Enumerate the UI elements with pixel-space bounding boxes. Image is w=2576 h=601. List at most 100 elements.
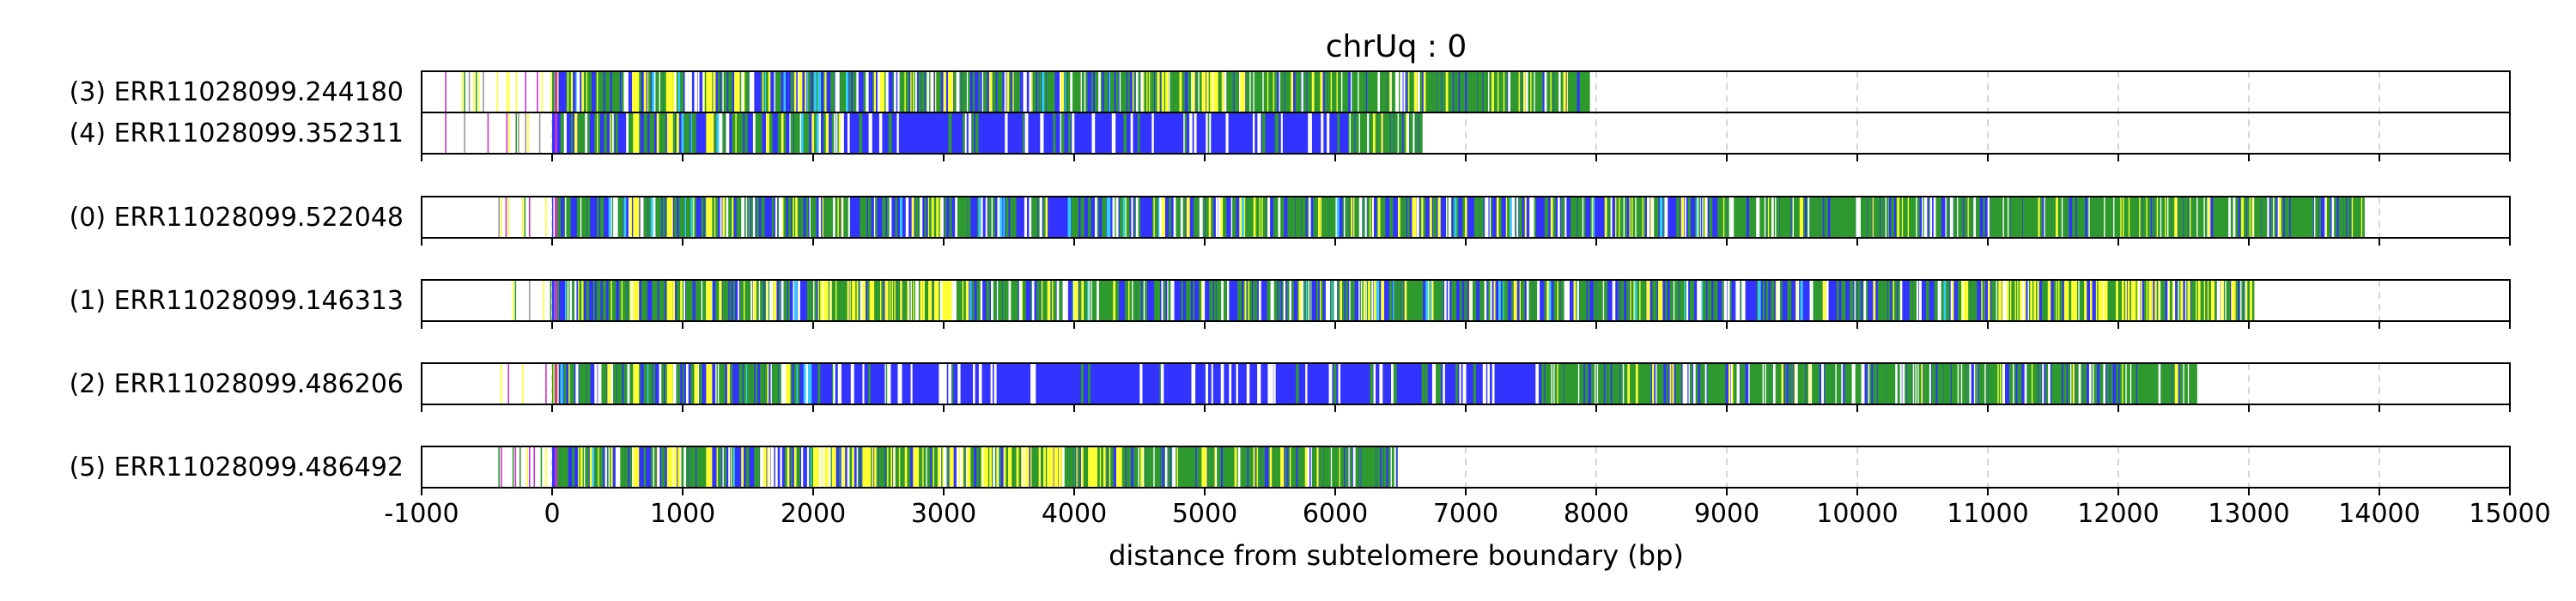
variant-mark xyxy=(1755,363,1759,404)
variant-mark xyxy=(924,446,927,488)
variant-mark xyxy=(1988,280,1990,321)
variant-mark xyxy=(2261,197,2264,238)
variant-mark xyxy=(2173,280,2176,321)
variant-mark xyxy=(1220,197,1224,238)
variant-mark xyxy=(941,363,945,404)
x-tick-label: 6000 xyxy=(1303,499,1368,529)
variant-mark xyxy=(1342,280,1345,321)
variant-mark xyxy=(1253,71,1256,112)
variant-mark xyxy=(1495,71,1498,112)
variant-mark xyxy=(1853,197,1856,238)
variant-mark xyxy=(1838,197,1842,238)
variant-mark xyxy=(1042,280,1047,321)
variant-mark xyxy=(1600,363,1604,404)
variant-mark xyxy=(1475,197,1479,238)
variant-mark xyxy=(533,446,536,488)
variant-mark xyxy=(1654,280,1657,321)
variant-mark xyxy=(1841,280,1844,321)
variant-mark xyxy=(464,71,465,112)
variant-mark xyxy=(1647,363,1650,404)
variant-mark xyxy=(2215,197,2218,238)
variant-mark xyxy=(1451,280,1455,321)
variant-mark xyxy=(1419,280,1424,321)
variant-mark xyxy=(831,112,835,154)
variant-mark xyxy=(1188,280,1191,321)
variant-mark xyxy=(1596,363,1599,404)
variant-mark xyxy=(1390,446,1393,488)
variant-mark xyxy=(1000,71,1003,112)
variant-mark xyxy=(939,197,940,238)
variant-mark xyxy=(1240,446,1244,488)
variant-mark xyxy=(1070,71,1074,112)
variant-mark xyxy=(2247,197,2249,238)
variant-mark xyxy=(1571,197,1575,238)
variant-mark xyxy=(946,446,949,488)
variant-mark xyxy=(1249,71,1252,112)
variant-mark xyxy=(1914,197,1917,238)
variant-mark xyxy=(578,446,580,488)
variant-mark xyxy=(641,280,645,321)
variant-mark xyxy=(1624,197,1627,238)
variant-mark xyxy=(2002,197,2004,238)
variant-mark xyxy=(879,280,883,321)
variant-mark xyxy=(1364,446,1367,488)
variant-mark xyxy=(883,197,886,238)
variant-mark xyxy=(2165,197,2167,238)
variant-mark xyxy=(681,71,683,112)
variant-mark xyxy=(2210,280,2214,321)
variant-mark xyxy=(1253,446,1255,488)
variant-mark xyxy=(696,446,701,488)
variant-mark xyxy=(1328,363,1333,404)
variant-mark xyxy=(722,197,726,238)
variant-mark xyxy=(1170,446,1174,488)
variant-mark xyxy=(1388,446,1391,488)
variant-mark xyxy=(1880,280,1884,321)
variant-mark xyxy=(1164,446,1168,488)
variant-mark xyxy=(505,197,507,238)
variant-mark xyxy=(2027,363,2032,404)
variant-mark xyxy=(1958,197,1960,238)
variant-mark xyxy=(852,446,854,488)
variant-mark xyxy=(970,446,973,488)
variant-mark xyxy=(1534,197,1536,238)
variant-mark xyxy=(1216,280,1220,321)
variant-mark xyxy=(1258,280,1261,321)
variant-mark xyxy=(1617,363,1619,404)
variant-mark xyxy=(869,446,872,488)
variant-mark xyxy=(661,280,664,321)
variant-mark xyxy=(1959,197,1963,238)
x-tick-label: 1000 xyxy=(650,499,715,529)
variant-mark xyxy=(869,280,872,321)
variant-mark xyxy=(1283,280,1286,321)
variant-mark xyxy=(2002,363,2006,404)
variant-mark xyxy=(1742,363,1746,404)
variant-mark xyxy=(1121,197,1125,238)
variant-mark xyxy=(907,71,909,112)
variant-mark xyxy=(1150,71,1152,112)
variant-mark xyxy=(1355,112,1358,154)
variant-mark xyxy=(1138,280,1141,321)
variant-mark xyxy=(716,363,719,404)
variant-mark xyxy=(2325,197,2329,238)
variant-mark xyxy=(704,280,708,321)
variant-mark xyxy=(2203,280,2206,321)
variant-mark xyxy=(1419,112,1421,154)
variant-mark xyxy=(1372,112,1376,154)
variant-mark xyxy=(1925,197,1928,238)
variant-mark xyxy=(1620,280,1625,321)
variant-mark xyxy=(2081,363,2083,404)
variant-mark xyxy=(659,363,662,404)
variant-mark xyxy=(1387,112,1390,154)
variant-mark xyxy=(964,71,967,112)
variant-mark xyxy=(1717,197,1721,238)
variant-mark xyxy=(1410,280,1414,321)
variant-mark xyxy=(568,197,571,238)
variant-mark xyxy=(1406,280,1411,321)
variant-mark xyxy=(1091,71,1094,112)
variant-mark xyxy=(775,197,778,238)
x-tick-label: 0 xyxy=(544,499,560,529)
variant-mark xyxy=(1844,280,1846,321)
variant-mark xyxy=(1978,363,1981,404)
variant-mark xyxy=(600,197,605,238)
variant-mark xyxy=(1176,197,1180,238)
